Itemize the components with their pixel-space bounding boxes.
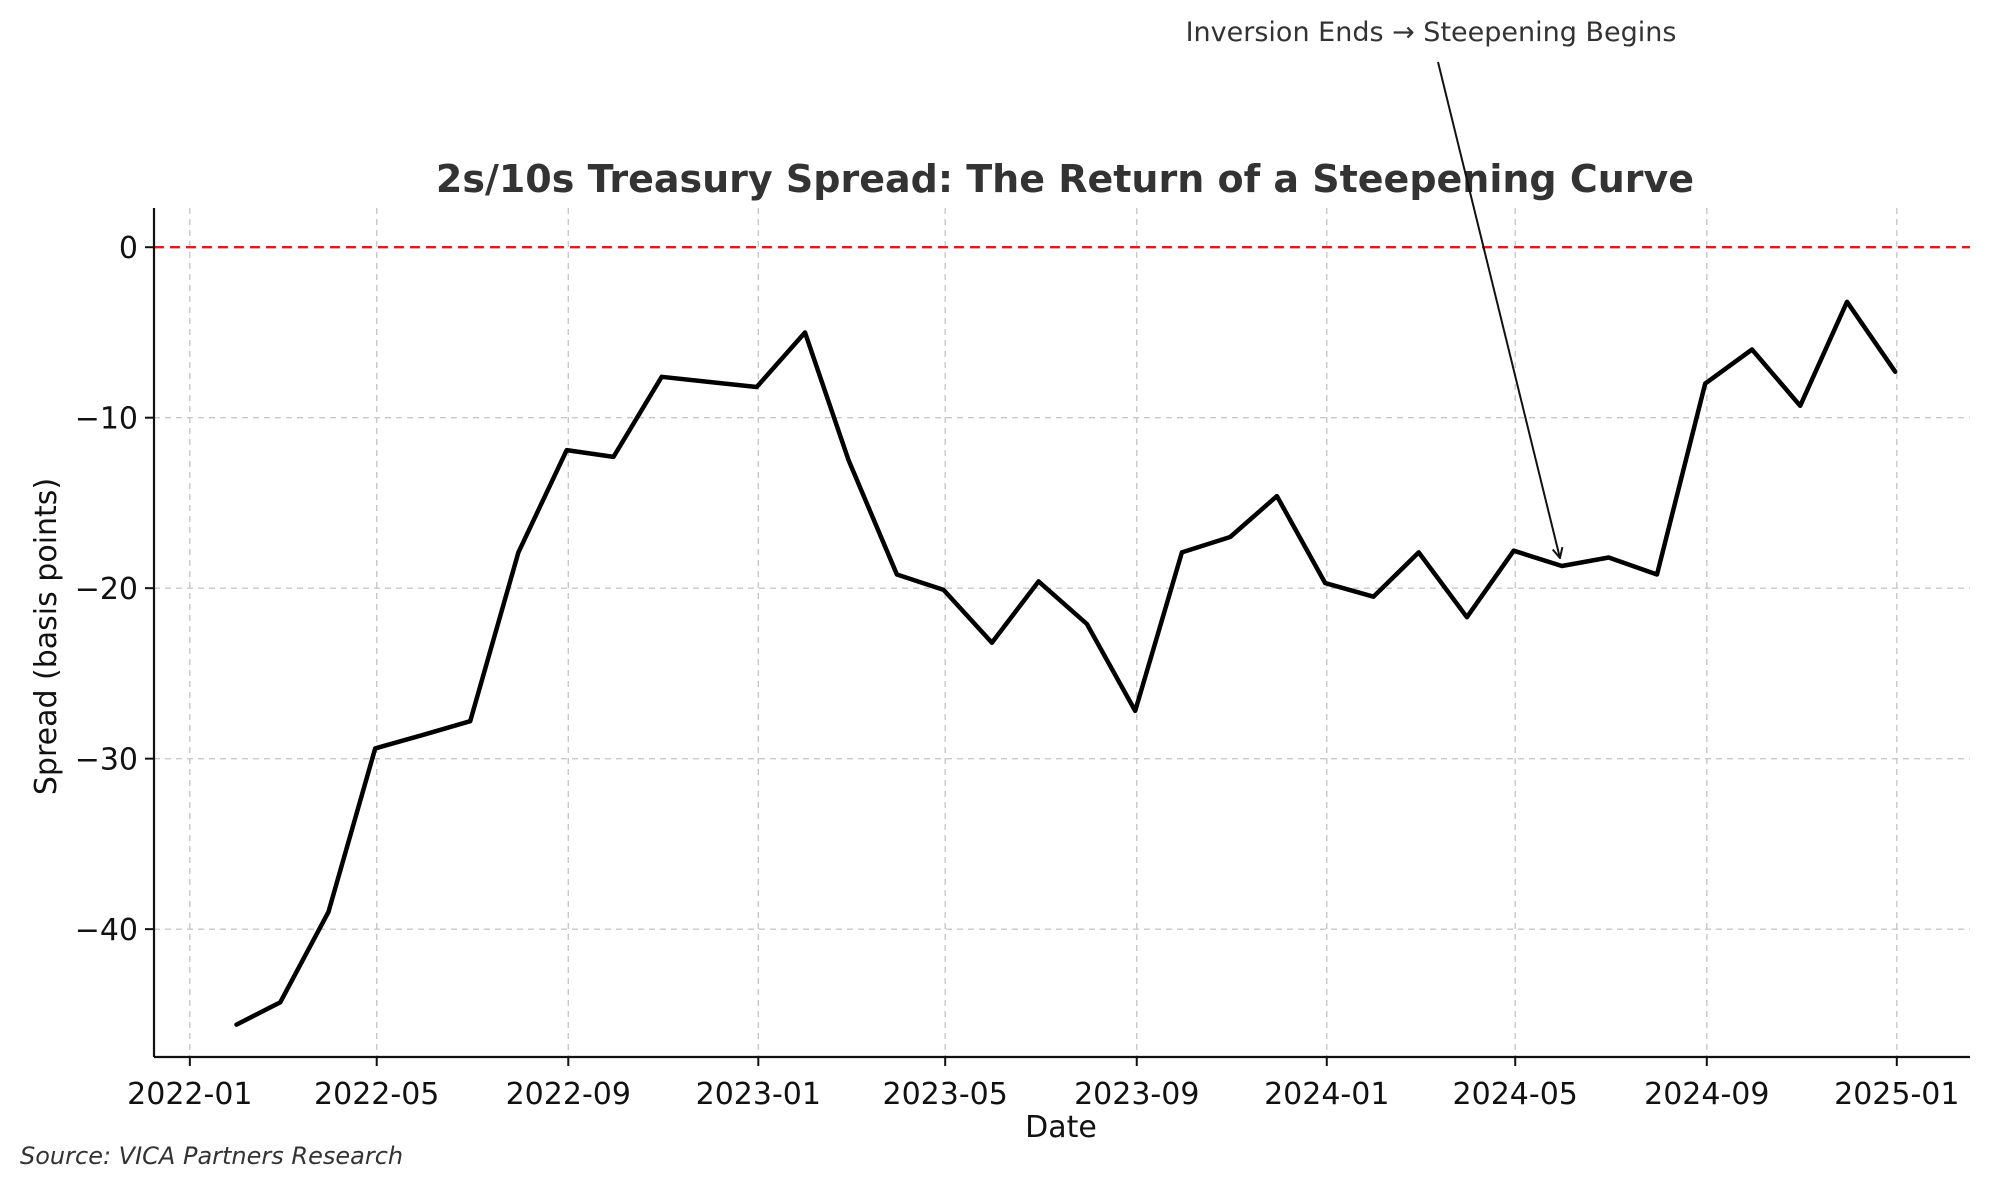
x-axis-title: Date [1025,1110,1097,1145]
grid-layer [154,208,1970,1057]
source-note: Source: VICA Partners Research [20,1142,403,1170]
x-tick-label: 2022-05 [314,1077,439,1112]
axes [152,208,1970,1059]
y-tick-label: −10 [75,402,138,437]
x-tick-label: 2023-01 [696,1077,821,1112]
x-tick-label: 2024-09 [1644,1077,1769,1112]
y-tick-label: −20 [75,572,138,607]
x-tick-label: 2022-01 [127,1077,252,1112]
x-tick-label: 2023-09 [1074,1077,1199,1112]
x-tick-label: 2024-01 [1264,1077,1389,1112]
y-axis-title: Spread (basis points) [29,478,64,795]
y-tick-label: 0 [119,231,138,266]
x-tick-label: 2025-01 [1834,1077,1959,1112]
x-axis-ticks: 2022-01 2022-05 2022-09 2023-01 2023-05 2023-… [127,1057,1959,1112]
annotation-text: Inversion Ends → Steepening Begins [1186,17,1677,48]
annotation-arrow [1437,61,1560,558]
y-tick-label: −40 [75,913,138,948]
spread-line [234,299,1898,1027]
x-tick-label: 2022-09 [506,1077,631,1112]
data-points [236,301,1896,1025]
y-axis-ticks: 0 −10 −20 −30 −40 [75,231,154,948]
x-tick-label: 2024-05 [1453,1077,1578,1112]
x-tick-label: 2023-05 [883,1077,1008,1112]
chart-title: 2s/10s Treasury Spread: The Return of a … [436,157,1694,201]
y-tick-label: −30 [75,743,138,778]
